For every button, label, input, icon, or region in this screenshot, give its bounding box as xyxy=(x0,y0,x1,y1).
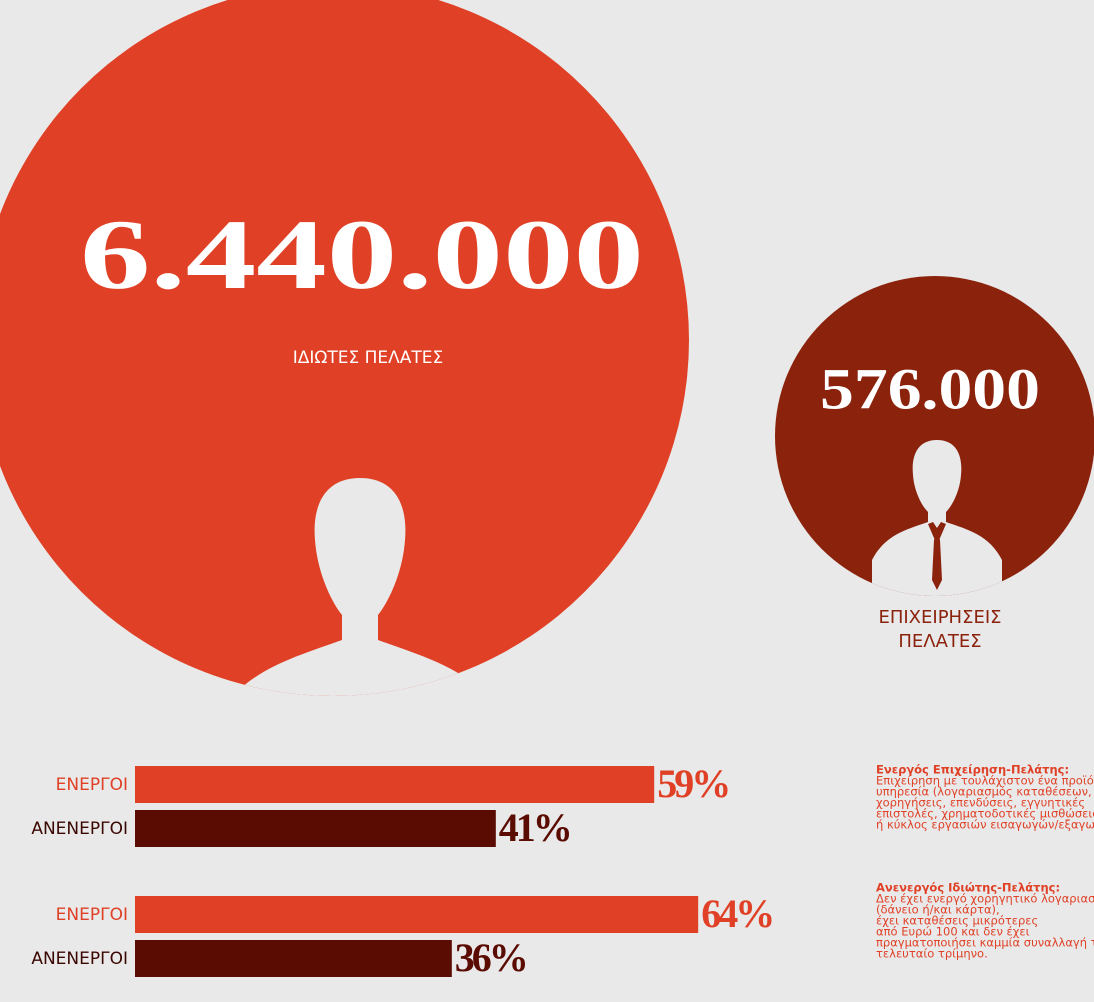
business-circle xyxy=(775,276,1094,596)
bar xyxy=(135,896,699,933)
note-title: Ανενεργός Ιδιώτης-Πελάτης: xyxy=(876,881,1060,895)
business-label: ΠΕΛΑΤΕΣ xyxy=(898,631,981,652)
bar xyxy=(135,766,655,803)
note-line: επιστολές, χρηματοδοτικές μισθώσεις) xyxy=(876,807,1094,821)
value-label: 64% xyxy=(701,891,772,936)
value-label: 59% xyxy=(657,761,728,806)
category-label: ΑΝΕΝΕΡΓΟΙ xyxy=(31,819,128,839)
private-circle xyxy=(0,0,689,696)
note-line: Επιχείρηση με τουλάχιστον ένα προϊόν ή xyxy=(876,774,1094,788)
note-line: (δάνειο ή/και κάρτα), xyxy=(876,903,1000,917)
value-label: 41% xyxy=(499,805,570,850)
private-count: 6.440.000 xyxy=(80,199,644,310)
business-count: 576.000 xyxy=(820,356,1040,421)
note-line: έχει καταθέσεις μικρότερες xyxy=(876,914,1038,928)
note-line: χορηγήσεις, επενδύσεις, εγγυητικές xyxy=(876,796,1085,810)
note-line: πραγματοποιήσει καμμία συναλλαγή το xyxy=(876,936,1094,950)
value-label: 36% xyxy=(455,935,526,980)
category-label: ΑΝΕΝΕΡΓΟΙ xyxy=(31,949,128,969)
note-title: Ενεργός Επιχείρηση-Πελάτης: xyxy=(876,763,1069,777)
note-line: Δεν έχει ενεργό χορηγητικό λογαριασμό xyxy=(876,892,1094,906)
note-line: ή κύκλος εργασιών εισαγωγών/εξαγωγών xyxy=(876,818,1094,832)
business-label: ΕΠΙΧΕΙΡΗΣΕΙΣ xyxy=(878,607,1001,628)
category-label: ΕΝΕΡΓΟΙ xyxy=(56,905,128,925)
category-label: ΕΝΕΡΓΟΙ xyxy=(56,775,128,795)
note-line: τελευταίο τρίμηνο. xyxy=(876,947,988,961)
private-label: ΙΔΙΩΤΕΣ ΠΕΛΑΤΕΣ xyxy=(293,348,444,368)
note-line: από Ευρώ 100 και δεν έχει xyxy=(876,925,1030,939)
private-person-icon xyxy=(230,478,490,696)
bar xyxy=(135,940,452,977)
note-line: υπηρεσία (λογαριασμός καταθέσεων, xyxy=(876,785,1092,799)
bar xyxy=(135,810,496,847)
business-person-icon xyxy=(872,440,1002,596)
